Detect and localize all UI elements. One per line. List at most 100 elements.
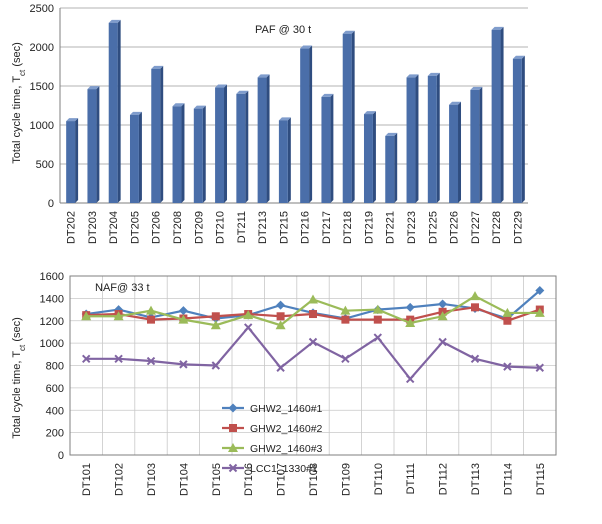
- bar-top: [151, 65, 164, 69]
- bar-y-tick-label: 500: [36, 159, 54, 171]
- bar-top: [172, 103, 185, 107]
- bar-x-tick-label: DT202: [66, 211, 78, 244]
- series-4-point-stroke-b: [308, 337, 318, 347]
- line-y-axis-label-main: Total cycle time, T: [11, 351, 23, 439]
- line-x-tick-label: DT102: [114, 463, 126, 496]
- series-3-point: [437, 311, 448, 321]
- series-4-point-stroke-b: [276, 363, 285, 372]
- bar-top: [108, 19, 121, 23]
- series-3-point: [275, 320, 286, 330]
- line-y-tick-label: 800: [46, 361, 64, 373]
- line-x-tick-label: DT103: [146, 463, 158, 496]
- bar: [385, 135, 395, 203]
- line-chart-annotation: NAF@ 33 t: [95, 282, 150, 294]
- bar-top: [257, 74, 270, 78]
- bar-x-tick-label: DT217: [321, 211, 333, 244]
- series-4-point: [470, 354, 480, 363]
- series-3-point: [308, 294, 318, 304]
- series-3-point: [146, 305, 156, 315]
- series-3-point: [534, 307, 545, 317]
- line-y-axis-label: Total cycle time, Tct (sec): [11, 317, 27, 439]
- bar-x-tick-label: DT205: [129, 211, 141, 244]
- bar-side: [245, 90, 249, 203]
- series-1-point: [178, 306, 188, 316]
- bar-side: [436, 72, 440, 203]
- bar-top: [129, 111, 142, 115]
- bar-side: [309, 45, 313, 204]
- series-4-point: [405, 374, 415, 384]
- bar-side: [351, 30, 355, 203]
- bar: [108, 22, 118, 203]
- bar-top: [491, 26, 504, 30]
- series-4-point: [243, 323, 253, 332]
- bar-y-tick-label: 1500: [30, 81, 54, 93]
- bar-top: [342, 30, 355, 34]
- bar-side: [117, 19, 121, 203]
- bar-side: [415, 74, 419, 203]
- bar-side: [202, 105, 206, 203]
- series-2-point: [309, 310, 317, 319]
- legend-marker-3: [228, 443, 238, 452]
- bar-x-tick-label: DT211: [236, 211, 248, 243]
- bar-top: [300, 45, 313, 49]
- bar-y-axis-label-unit: (sec): [11, 42, 23, 70]
- bar-y-tick-label: 1000: [30, 120, 54, 132]
- line-x-tick-label: DT110: [373, 463, 385, 495]
- line-legend: GHW2_1460#1 GHW2_1460#2 GHW2_1460#3 LCC1_13…: [222, 403, 323, 475]
- bar-y-axis-label-main: Total cycle time, T: [11, 76, 23, 164]
- bar-top: [512, 55, 525, 59]
- series-4-point: [438, 337, 447, 347]
- series-4-point-stroke-b: [179, 360, 188, 369]
- bar-x-tick-label: DT225: [427, 211, 439, 244]
- bar-top: [406, 74, 419, 78]
- bar-x-tick-label: DT206: [151, 211, 163, 244]
- line-x-tick-label: DT109: [340, 463, 352, 496]
- line-y-tick-label: 0: [58, 450, 64, 462]
- series-4-point-stroke-b: [146, 356, 156, 366]
- bar-side: [75, 118, 79, 203]
- bar-side: [479, 86, 483, 203]
- bar: [172, 106, 182, 203]
- bar-series: [66, 19, 525, 204]
- bar: [87, 89, 97, 203]
- series-4-point: [503, 362, 512, 371]
- bar-y-tick-label: 2000: [30, 42, 54, 54]
- bar-side: [96, 86, 100, 203]
- bar-side: [372, 111, 376, 203]
- series-4-point: [373, 333, 383, 342]
- bar: [151, 68, 161, 203]
- series-4-point: [179, 360, 188, 369]
- series-4-point: [81, 354, 91, 363]
- series-2-point: [211, 312, 220, 321]
- bar-side: [287, 117, 291, 203]
- series-3-point: [340, 305, 351, 315]
- line-plot-frame: [69, 275, 557, 456]
- legend-marker-4-stroke-b: [228, 463, 238, 473]
- bar-chart-annotation: PAF @ 30 t: [255, 24, 311, 36]
- line-x-tick-label: DT101: [81, 463, 93, 496]
- line-y-axis-label-subscript: ct: [18, 344, 27, 351]
- series-2-point: [341, 315, 350, 324]
- line-y-tick-label: 1000: [40, 338, 64, 350]
- legend-label-2: GHW2_1460#2: [250, 423, 323, 435]
- bar: [427, 75, 437, 203]
- line-x-tick-label: DT105: [211, 463, 223, 496]
- legend-label-1: GHW2_1460#1: [250, 403, 323, 415]
- line-y-tick-label: 400: [46, 405, 64, 417]
- legend-label-3: GHW2_1460#3: [250, 443, 323, 455]
- bar-y-axis-label: Total cycle time, Tct (sec): [11, 42, 27, 164]
- series-1-point: [438, 299, 448, 309]
- bar-x-tick-label: DT215: [278, 211, 290, 244]
- series-4-point-stroke-b: [405, 374, 415, 384]
- bar: [215, 87, 225, 203]
- legend-label-4: LCC1_1330#1: [250, 463, 318, 475]
- line-y-tick-label: 1200: [40, 316, 64, 328]
- bar: [300, 48, 310, 204]
- bar-x-tick-label: DT209: [193, 211, 205, 244]
- bar-top: [278, 117, 291, 121]
- bar-top: [215, 84, 228, 88]
- series-2-point: [147, 315, 155, 324]
- series-4-point-stroke-b: [503, 362, 512, 371]
- bar: [363, 114, 373, 203]
- bar: [66, 121, 76, 203]
